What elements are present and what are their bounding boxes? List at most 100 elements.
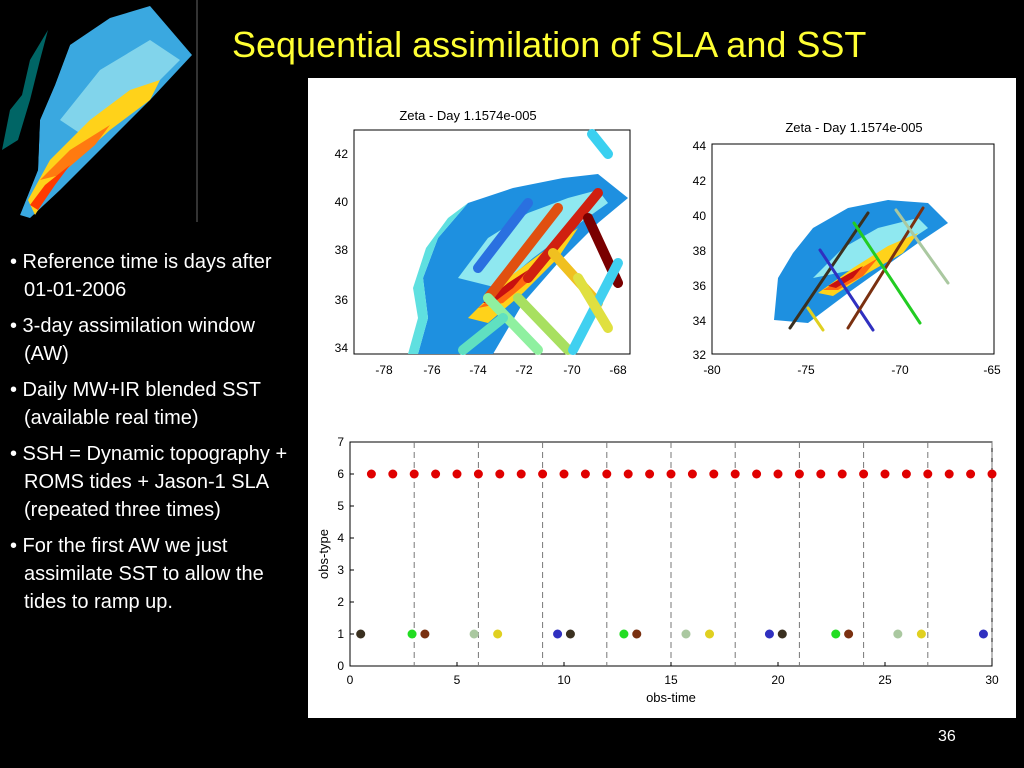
ssh-obs-point <box>420 629 430 639</box>
map2-xtick-80: -80 <box>703 363 721 377</box>
map2-ytick-34: 34 <box>693 314 707 328</box>
ssh-obs-point <box>681 629 691 639</box>
obs-window-boundaries <box>413 442 993 666</box>
ssh-obs-point <box>407 629 417 639</box>
map2-ytick-44: 44 <box>693 139 707 153</box>
bullet-reference-time: • Reference time is days after 01-01-200… <box>10 251 272 301</box>
ssh-obs-point <box>356 629 366 639</box>
map2-ytick-38: 38 <box>693 244 707 258</box>
sst-obs-point <box>473 469 483 479</box>
thumbnail-map <box>0 0 200 222</box>
map2-xticks: -80 -75 -70 -65 <box>703 363 1001 377</box>
sst-obs-point <box>516 469 526 479</box>
obs-ytick-label: 5 <box>337 499 344 513</box>
obs-ytick-label: 1 <box>337 627 344 641</box>
sst-obs-point <box>709 469 719 479</box>
ssh-obs-point <box>553 629 563 639</box>
obs-xtick-label: 0 <box>347 673 354 687</box>
map2-ytick-42: 42 <box>693 174 707 188</box>
ssh-obs-point <box>893 629 903 639</box>
map1-ytick-38: 38 <box>335 243 349 257</box>
obs-xticks: 0 5 10 15 20 25 30 <box>347 662 999 687</box>
sst-obs-point <box>816 469 826 479</box>
obs-ytick-label: 4 <box>337 531 344 545</box>
sst-obs-point <box>687 469 697 479</box>
slide-title: Sequential assimilation of SLA and SST <box>232 24 867 65</box>
sst-obs-point <box>859 469 869 479</box>
sst-obs-point <box>623 469 633 479</box>
obs-ylabel: obs-type <box>316 529 331 579</box>
obs-points <box>356 469 997 639</box>
sst-obs-point <box>752 469 762 479</box>
map1-ytick-42: 42 <box>335 147 349 161</box>
figure-svg: Zeta - Day 1.1574e-005 42 40 38 <box>316 108 1001 705</box>
figure-panel: Zeta - Day 1.1574e-005 42 40 38 <box>308 78 1016 718</box>
obs-ytick-label: 2 <box>337 595 344 609</box>
map1-title: Zeta - Day 1.1574e-005 <box>399 108 536 123</box>
map2-ytick-40: 40 <box>693 209 707 223</box>
ssh-obs-point <box>764 629 774 639</box>
bullet-list: • Reference time is days after 01-01-200… <box>10 248 302 624</box>
sst-obs-point <box>666 469 676 479</box>
map2-xtick-70: -70 <box>891 363 909 377</box>
map2-ytick-36: 36 <box>693 279 707 293</box>
ssh-obs-point <box>493 629 503 639</box>
bullet-sst-source: • Daily MW+IR blended SST (available rea… <box>10 379 261 429</box>
obs-xtick-label: 10 <box>557 673 571 687</box>
map1-xtick-68: -68 <box>609 363 627 377</box>
ssh-obs-point <box>565 629 575 639</box>
obs-ytick-label: 0 <box>337 659 344 673</box>
obs-xlabel: obs-time <box>646 690 696 705</box>
sst-obs-point <box>538 469 548 479</box>
ssh-obs-point <box>916 629 926 639</box>
sst-obs-point <box>901 469 911 479</box>
obs-ytick-label: 7 <box>337 435 344 449</box>
ssh-obs-point <box>978 629 988 639</box>
map1-xticks: -78 -76 -74 -72 -70 -68 <box>375 363 627 377</box>
obs-xtick-label: 5 <box>454 673 461 687</box>
sst-obs-point <box>452 469 462 479</box>
map2-title: Zeta - Day 1.1574e-005 <box>785 120 922 135</box>
map1-xtick-76: -76 <box>423 363 441 377</box>
sst-obs-point <box>966 469 976 479</box>
map1-yticks: 42 40 38 36 34 <box>335 147 349 355</box>
map1-xtick-74: -74 <box>469 363 487 377</box>
map2-xtick-75: -75 <box>797 363 815 377</box>
obs-xtick-label: 30 <box>985 673 999 687</box>
map2-tracks <box>788 206 950 332</box>
bullet-ssh-definition: • SSH = Dynamic topography + ROMS tides … <box>10 443 288 521</box>
map1-tracks <box>458 129 623 355</box>
sst-obs-point <box>366 469 376 479</box>
sst-obs-point <box>559 469 569 479</box>
ssh-obs-point <box>844 629 854 639</box>
sst-obs-point <box>730 469 740 479</box>
obs-ytick-label: 6 <box>337 467 344 481</box>
bullet-first-window: • For the first AW we just assimilate SS… <box>10 535 264 613</box>
obs-yticks: 0 1 2 3 4 5 6 7 <box>337 435 354 673</box>
ssh-obs-point <box>619 629 629 639</box>
map1-xtick-70: -70 <box>563 363 581 377</box>
sst-obs-point <box>837 469 847 479</box>
obs-xtick-label: 25 <box>878 673 892 687</box>
map2-xtick-65: -65 <box>983 363 1001 377</box>
map1-xtick-78: -78 <box>375 363 393 377</box>
sst-obs-point <box>602 469 612 479</box>
sst-obs-point <box>495 469 505 479</box>
map1-ytick-40: 40 <box>335 195 349 209</box>
sst-obs-point <box>923 469 933 479</box>
sst-obs-point <box>431 469 441 479</box>
sst-obs-point <box>880 469 890 479</box>
ssh-obs-point <box>777 629 787 639</box>
ssh-obs-point <box>831 629 841 639</box>
obs-xtick-label: 15 <box>664 673 678 687</box>
ssh-obs-point <box>705 629 715 639</box>
sst-obs-point <box>944 469 954 479</box>
obs-chart: 0 1 2 3 4 5 6 7 0 5 10 15 20 25 30 obs-time obs-type <box>316 435 999 705</box>
obs-xtick-label: 20 <box>771 673 785 687</box>
bullet-assimilation-window: • 3-day assimilation window (AW) <box>10 315 255 365</box>
sst-obs-point <box>580 469 590 479</box>
sst-obs-point <box>794 469 804 479</box>
sst-obs-point <box>388 469 398 479</box>
ssh-obs-point <box>632 629 642 639</box>
ssh-obs-point <box>469 629 479 639</box>
